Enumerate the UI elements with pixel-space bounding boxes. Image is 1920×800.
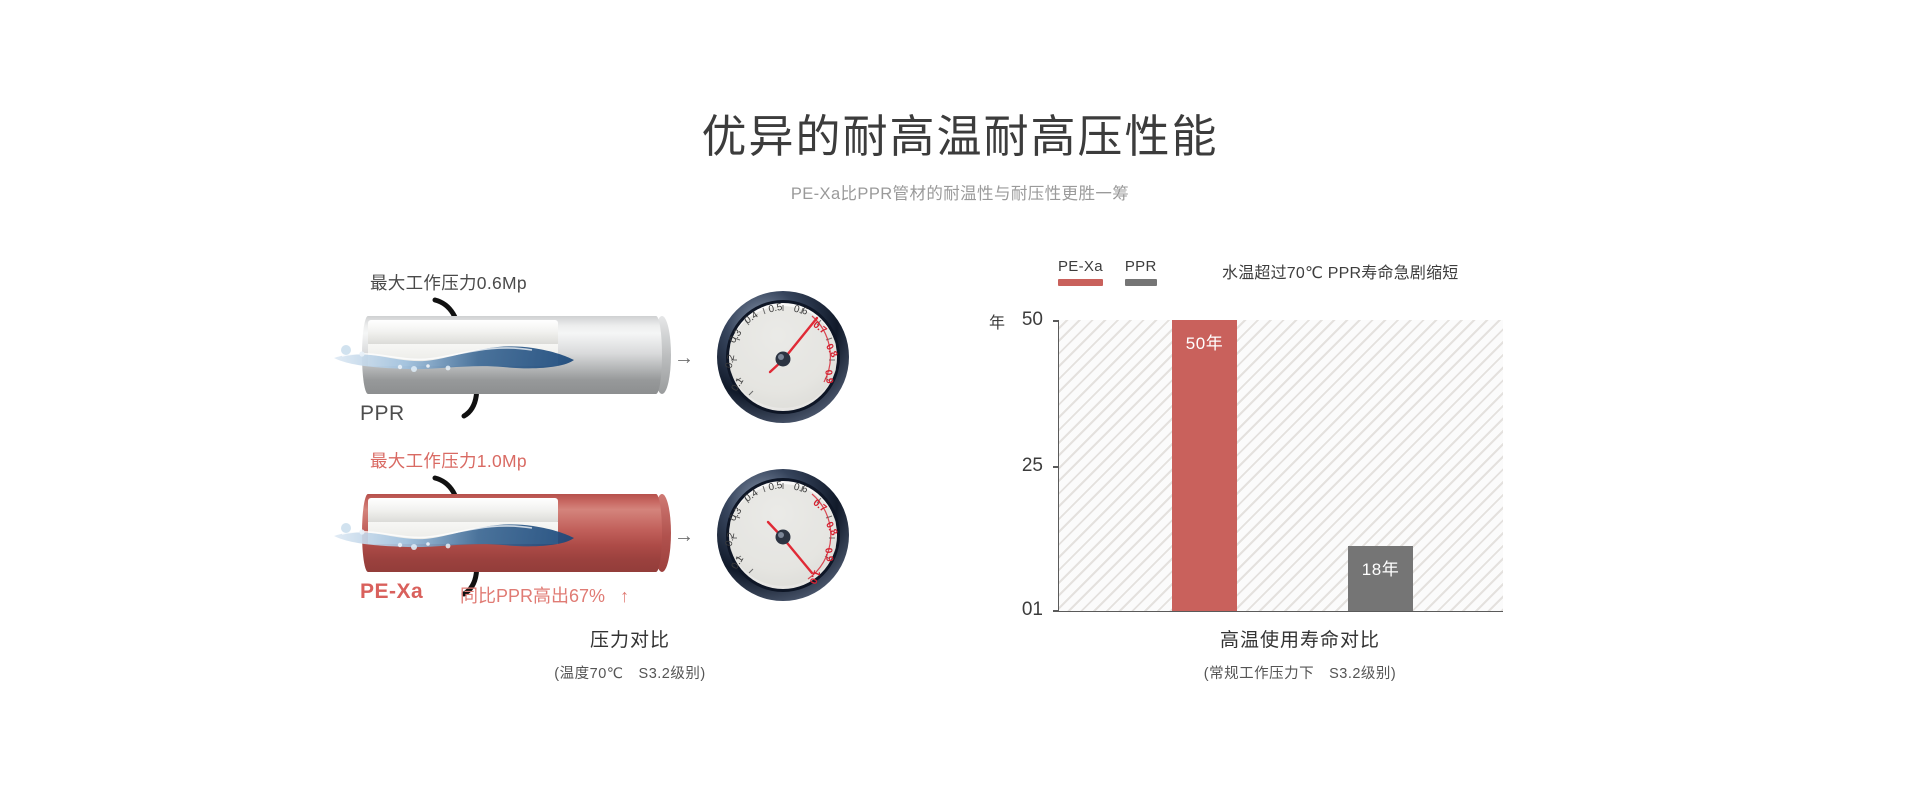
svg-text:0.2: 0.2	[724, 353, 738, 369]
svg-text:0.5: 0.5	[768, 480, 784, 494]
chart-annotation: 水温超过70℃ PPR寿命急剧缩短	[1222, 265, 1459, 282]
water-flow-graphic	[334, 345, 574, 372]
y-tick-25: 25	[1022, 455, 1059, 476]
left-caption-subtitle: (温度70℃ S3.2级别)	[554, 666, 706, 682]
legend-swatch-ppr	[1124, 278, 1157, 286]
lifespan-chart-caption: 高温使用寿命对比 (常规工作压力下 S3.2级别)	[1020, 625, 1580, 683]
pexa-pipe-block: 最大工作压力1.0Mp	[330, 448, 930, 623]
pexa-material-label: PE-Xa	[360, 580, 424, 603]
y-axis-unit-label: 年	[989, 315, 1006, 332]
ppr-pipe-block: 最大工作压力0.6Mp	[330, 270, 930, 445]
pressure-comparison-panel: 最大工作压力0.6Mp	[330, 270, 930, 690]
right-caption-subtitle: (常规工作压力下 S3.2级别)	[1203, 666, 1397, 682]
bar-pexa: 50年	[1172, 320, 1237, 611]
page-subtitle: PE-Xa比PPR管材的耐温性与耐压性更胜一筹	[790, 184, 1130, 203]
pexa-pressure-label: 最大工作压力1.0Mp	[370, 451, 527, 471]
y-tick-01: 01	[1022, 599, 1059, 620]
bar-ppr: 18年	[1348, 546, 1413, 611]
legend-label-ppr: PPR	[1124, 258, 1157, 275]
svg-text:0.6: 0.6	[793, 304, 810, 318]
svg-text:0.5: 0.5	[768, 302, 784, 316]
bar-label-ppr: 18年	[1361, 560, 1400, 579]
legend-item-ppr: PPR	[1124, 258, 1157, 286]
flow-direction-arrow-icon: →	[674, 525, 694, 547]
ppr-material-label: PPR	[360, 402, 405, 425]
pexa-pipe-graphic	[334, 494, 671, 572]
legend-item-pexa: PE-Xa	[1058, 258, 1103, 286]
svg-text:0.6: 0.6	[793, 482, 810, 496]
legend-label-pexa: PE-Xa	[1058, 258, 1103, 275]
y-tick-label-25: 25	[1021, 455, 1043, 476]
pressure-comparison-caption: 压力对比 (温度70℃ S3.2级别)	[330, 625, 930, 683]
ppr-pressure-gauge: 0.1 0.2 0.3 0.4 0.5 0.6 0.7 0.8 0.9	[708, 282, 858, 432]
page-header: 优异的耐高温耐高压性能 PE-Xa比PPR管材的耐温性与耐压性更胜一筹	[0, 112, 1920, 204]
pexa-pressure-gauge: 0.1 0.2 0.3 0.4 0.5 0.6 0.7 0.8 0.9 1.0	[708, 460, 858, 610]
right-caption-title: 高温使用寿命对比	[1219, 630, 1380, 651]
left-caption-title: 压力对比	[589, 630, 670, 651]
page-title: 优异的耐高温耐高压性能	[701, 111, 1219, 162]
ppr-pipe-graphic	[334, 316, 671, 394]
gain-note-text: 同比PPR高出67%	[460, 586, 606, 606]
y-tick-label-50: 50	[1021, 309, 1043, 330]
pipe-cutaway	[368, 320, 558, 346]
chart-plot-background: 年 50 25 01 50年 18年	[989, 309, 1503, 620]
bar-label-pexa: 50年	[1185, 334, 1224, 353]
water-flow-graphic	[334, 523, 574, 550]
flow-direction-arrow-icon: →	[674, 347, 694, 369]
pipe-cutaway	[368, 498, 558, 524]
chart-legend: PE-Xa PPR	[1058, 258, 1157, 286]
pexa-gain-note: 同比PPR高出67% ↑	[460, 582, 629, 608]
chart-plot-area: 年 50 25 01 50年 18年	[989, 309, 1503, 620]
lifespan-chart-panel: PE-Xa PPR 水温超过70℃ PPR寿命急剧缩短 年 50 25 01 5…	[989, 258, 1580, 678]
gain-up-arrow-icon: ↑	[620, 586, 630, 606]
y-tick-50: 50	[1022, 309, 1059, 330]
svg-text:0.2: 0.2	[724, 531, 738, 547]
svg-text:0.9: 0.9	[822, 369, 834, 384]
legend-swatch-pexa	[1058, 278, 1103, 286]
ppr-pressure-label: 最大工作压力0.6Mp	[370, 273, 527, 293]
y-tick-label-01: 01	[1021, 599, 1043, 620]
